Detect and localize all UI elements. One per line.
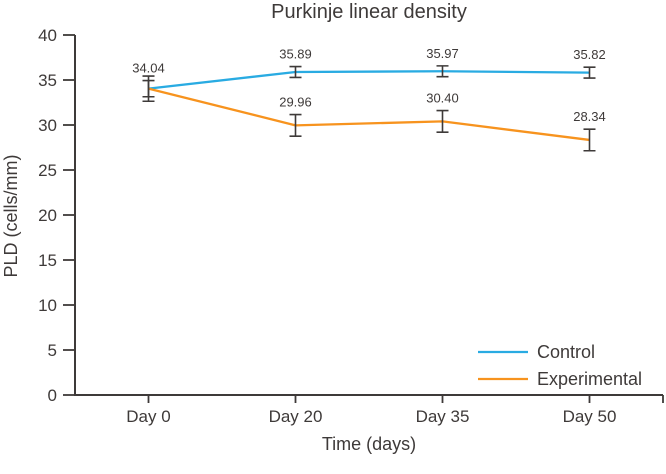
control-line <box>148 70 590 90</box>
y-tick-label: 10 <box>38 296 57 315</box>
point-label: 35.97 <box>426 46 459 61</box>
point-label: 29.96 <box>279 95 312 110</box>
experimental-line <box>148 87 590 142</box>
series <box>142 65 596 152</box>
point-label: 35.82 <box>573 47 606 62</box>
point-labels: 34.04 35.89 35.97 35.82 29.96 30.40 28.34 <box>132 46 606 124</box>
x-tick-label: Day 50 <box>563 407 617 426</box>
y-tick-label: 5 <box>48 341 57 360</box>
point-label: 28.34 <box>573 109 606 124</box>
error-bar <box>436 65 449 78</box>
legend: Control Experimental <box>478 342 642 389</box>
point-label: 30.40 <box>426 91 459 106</box>
error-bar <box>289 113 302 137</box>
error-bar <box>289 65 302 79</box>
y-tick-label: 15 <box>38 251 57 270</box>
legend-label-experimental: Experimental <box>537 369 642 389</box>
error-bar <box>583 66 596 79</box>
error-bar <box>436 109 449 133</box>
legend-label-control: Control <box>537 342 595 362</box>
error-bar <box>583 128 596 152</box>
y-tick-label: 20 <box>38 206 57 225</box>
y-tick-label: 35 <box>38 71 57 90</box>
point-label: 34.04 <box>132 61 165 76</box>
axes: 0 5 10 15 20 25 30 35 40 Day 0 Day 20 Day 35 Day 50 <box>38 26 664 426</box>
x-tick-label: Day 20 <box>269 407 323 426</box>
y-tick-label: 0 <box>48 386 57 405</box>
y-axis-label: PLD (cells/mm) <box>1 154 21 277</box>
error-bar <box>142 75 155 103</box>
x-tick-label: Day 0 <box>126 407 170 426</box>
x-tick-label: Day 35 <box>416 407 470 426</box>
y-tick-label: 30 <box>38 116 57 135</box>
y-tick-label: 40 <box>38 26 57 45</box>
point-label: 35.89 <box>279 47 312 62</box>
chart-title: Purkinje linear density <box>271 1 467 23</box>
x-axis-label: Time (days) <box>322 434 416 454</box>
y-tick-label: 25 <box>38 161 57 180</box>
axis-spine <box>74 35 663 396</box>
